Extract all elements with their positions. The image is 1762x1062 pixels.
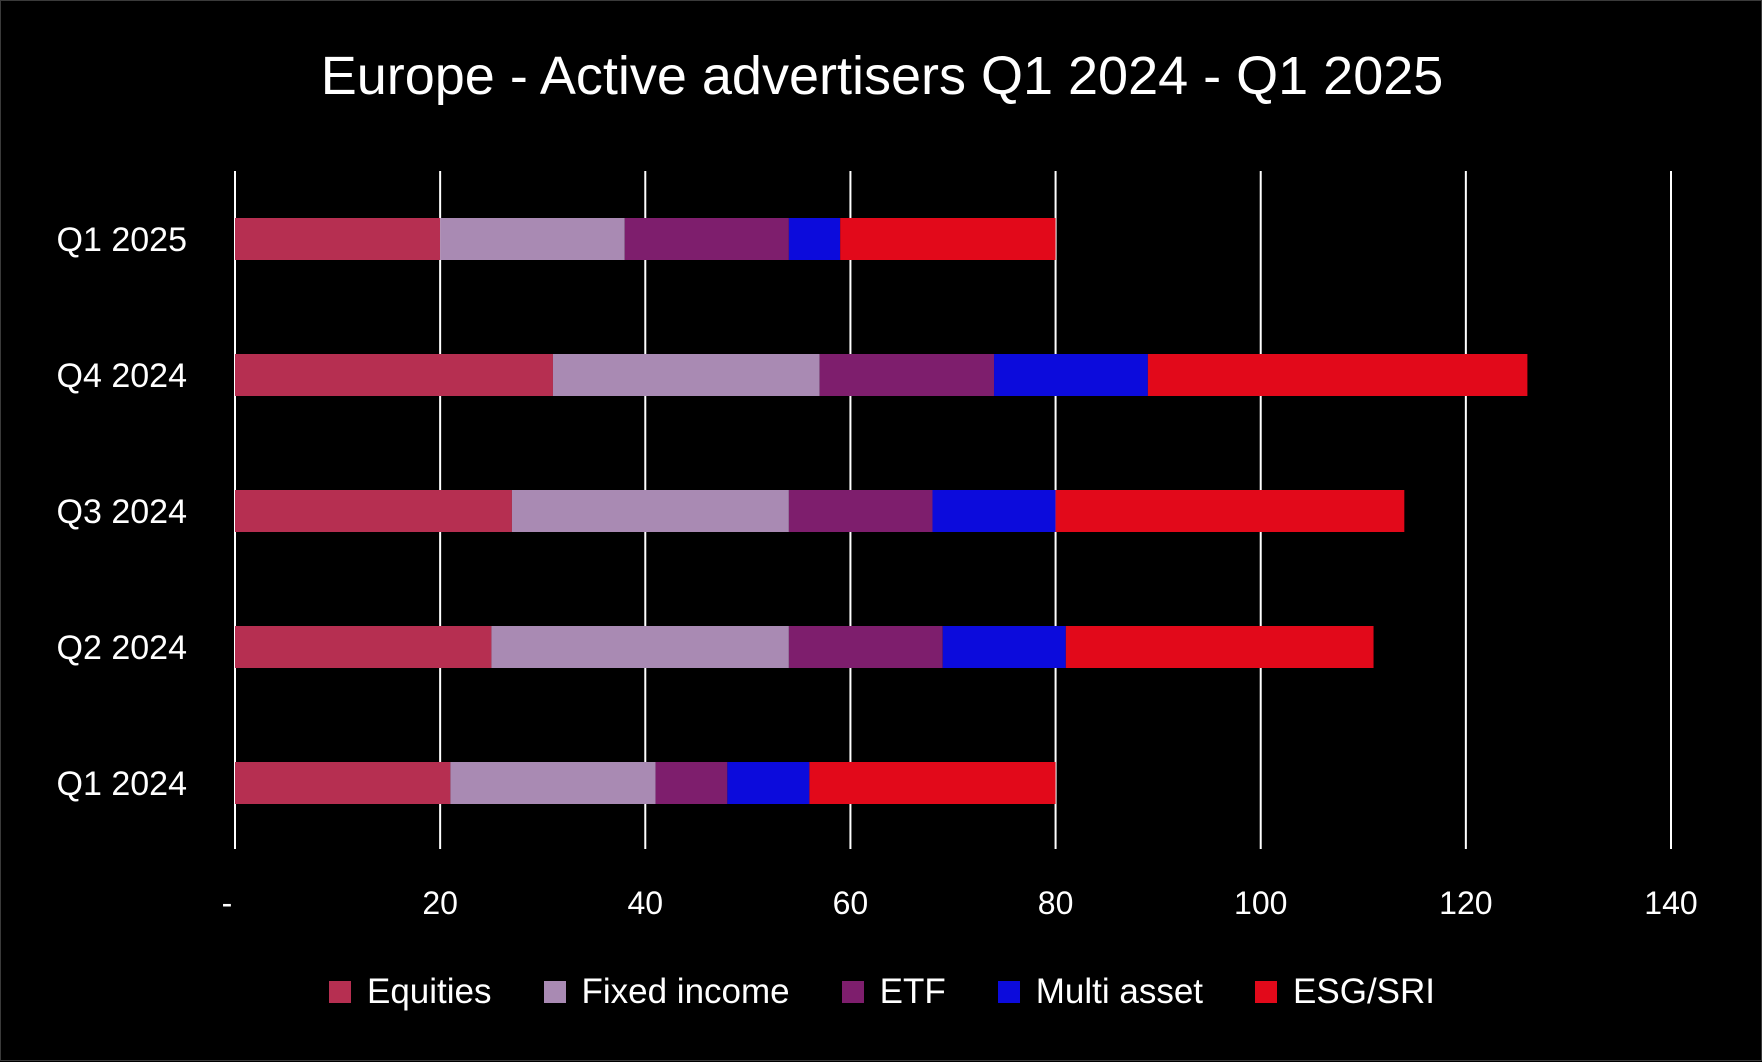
x-tick-label-1: 20 bbox=[422, 885, 458, 921]
bar-fixed-income-q1-2024 bbox=[450, 762, 656, 804]
legend-item-equities: Equities bbox=[328, 970, 492, 1014]
legend-item-esg-sri: ESG/SRI bbox=[1255, 970, 1435, 1014]
bar-equities-q4-2024 bbox=[235, 354, 553, 396]
legend: Equities Fixed income ETF Multi asset ESG/SR… bbox=[1, 967, 1762, 1017]
x-tick-label-3: 60 bbox=[833, 885, 869, 921]
x-tick-label-4: 80 bbox=[1038, 885, 1074, 921]
bar-etf-q4-2024 bbox=[819, 354, 995, 396]
x-tick-label-2: 40 bbox=[627, 885, 663, 921]
bar-multi-asset-q1-2024 bbox=[727, 762, 810, 804]
legend-label: Fixed income bbox=[581, 972, 790, 1011]
bar-equities-q3-2024 bbox=[235, 490, 512, 532]
legend-item-fixed-income: Fixed income bbox=[543, 970, 790, 1014]
legend-swatch bbox=[543, 981, 566, 1003]
bar-esg-sri-q4-2024 bbox=[1147, 354, 1528, 396]
x-tick-label-0: - bbox=[222, 885, 233, 921]
bar-etf-q1-2024 bbox=[655, 762, 728, 804]
y-category-label-4: Q1 2024 bbox=[57, 765, 187, 803]
legend-label: ESG/SRI bbox=[1293, 972, 1436, 1011]
bar-multi-asset-q2-2024 bbox=[942, 626, 1066, 668]
x-tick-label-6: 120 bbox=[1439, 885, 1492, 921]
y-category-label-0: Q1 2025 bbox=[57, 221, 187, 259]
bar-multi-asset-q3-2024 bbox=[932, 490, 1056, 532]
bar-multi-asset-q4-2024 bbox=[994, 354, 1148, 396]
bar-multi-asset-q1-2025 bbox=[788, 218, 841, 260]
legend-swatch bbox=[328, 981, 351, 1003]
bar-esg-sri-q1-2025 bbox=[840, 218, 1056, 260]
legend-swatch bbox=[841, 981, 864, 1003]
bar-etf-q2-2024 bbox=[788, 626, 943, 668]
y-category-label-2: Q3 2024 bbox=[57, 493, 187, 531]
legend-item-multi-asset: Multi asset bbox=[997, 970, 1204, 1014]
legend-item-etf: ETF bbox=[841, 970, 946, 1014]
legend-label: Multi asset bbox=[1035, 972, 1204, 1011]
bar-esg-sri-q3-2024 bbox=[1055, 490, 1405, 532]
x-tick-label-5: 100 bbox=[1234, 885, 1287, 921]
x-tick-label-7: 140 bbox=[1644, 885, 1697, 921]
legend-swatch bbox=[997, 981, 1020, 1003]
legend-label: Equities bbox=[366, 972, 492, 1011]
legend-label: ETF bbox=[879, 972, 946, 1011]
y-category-label-1: Q4 2024 bbox=[57, 357, 187, 395]
bar-fixed-income-q4-2024 bbox=[552, 354, 820, 396]
bar-fixed-income-q2-2024 bbox=[491, 626, 789, 668]
bar-etf-q3-2024 bbox=[788, 490, 933, 532]
bar-equities-q1-2025 bbox=[235, 218, 441, 260]
legend-swatch bbox=[1255, 981, 1278, 1003]
bar-fixed-income-q1-2025 bbox=[440, 218, 625, 260]
bar-esg-sri-q2-2024 bbox=[1065, 626, 1374, 668]
bar-etf-q1-2025 bbox=[624, 218, 789, 260]
chart-title: Europe - Active advertisers Q1 2024 - Q1… bbox=[320, 46, 1444, 106]
bar-equities-q1-2024 bbox=[235, 762, 451, 804]
bar-equities-q2-2024 bbox=[235, 626, 492, 668]
bar-fixed-income-q3-2024 bbox=[511, 490, 789, 532]
bar-esg-sri-q1-2024 bbox=[809, 762, 1056, 804]
y-category-label-3: Q2 2024 bbox=[57, 629, 187, 667]
